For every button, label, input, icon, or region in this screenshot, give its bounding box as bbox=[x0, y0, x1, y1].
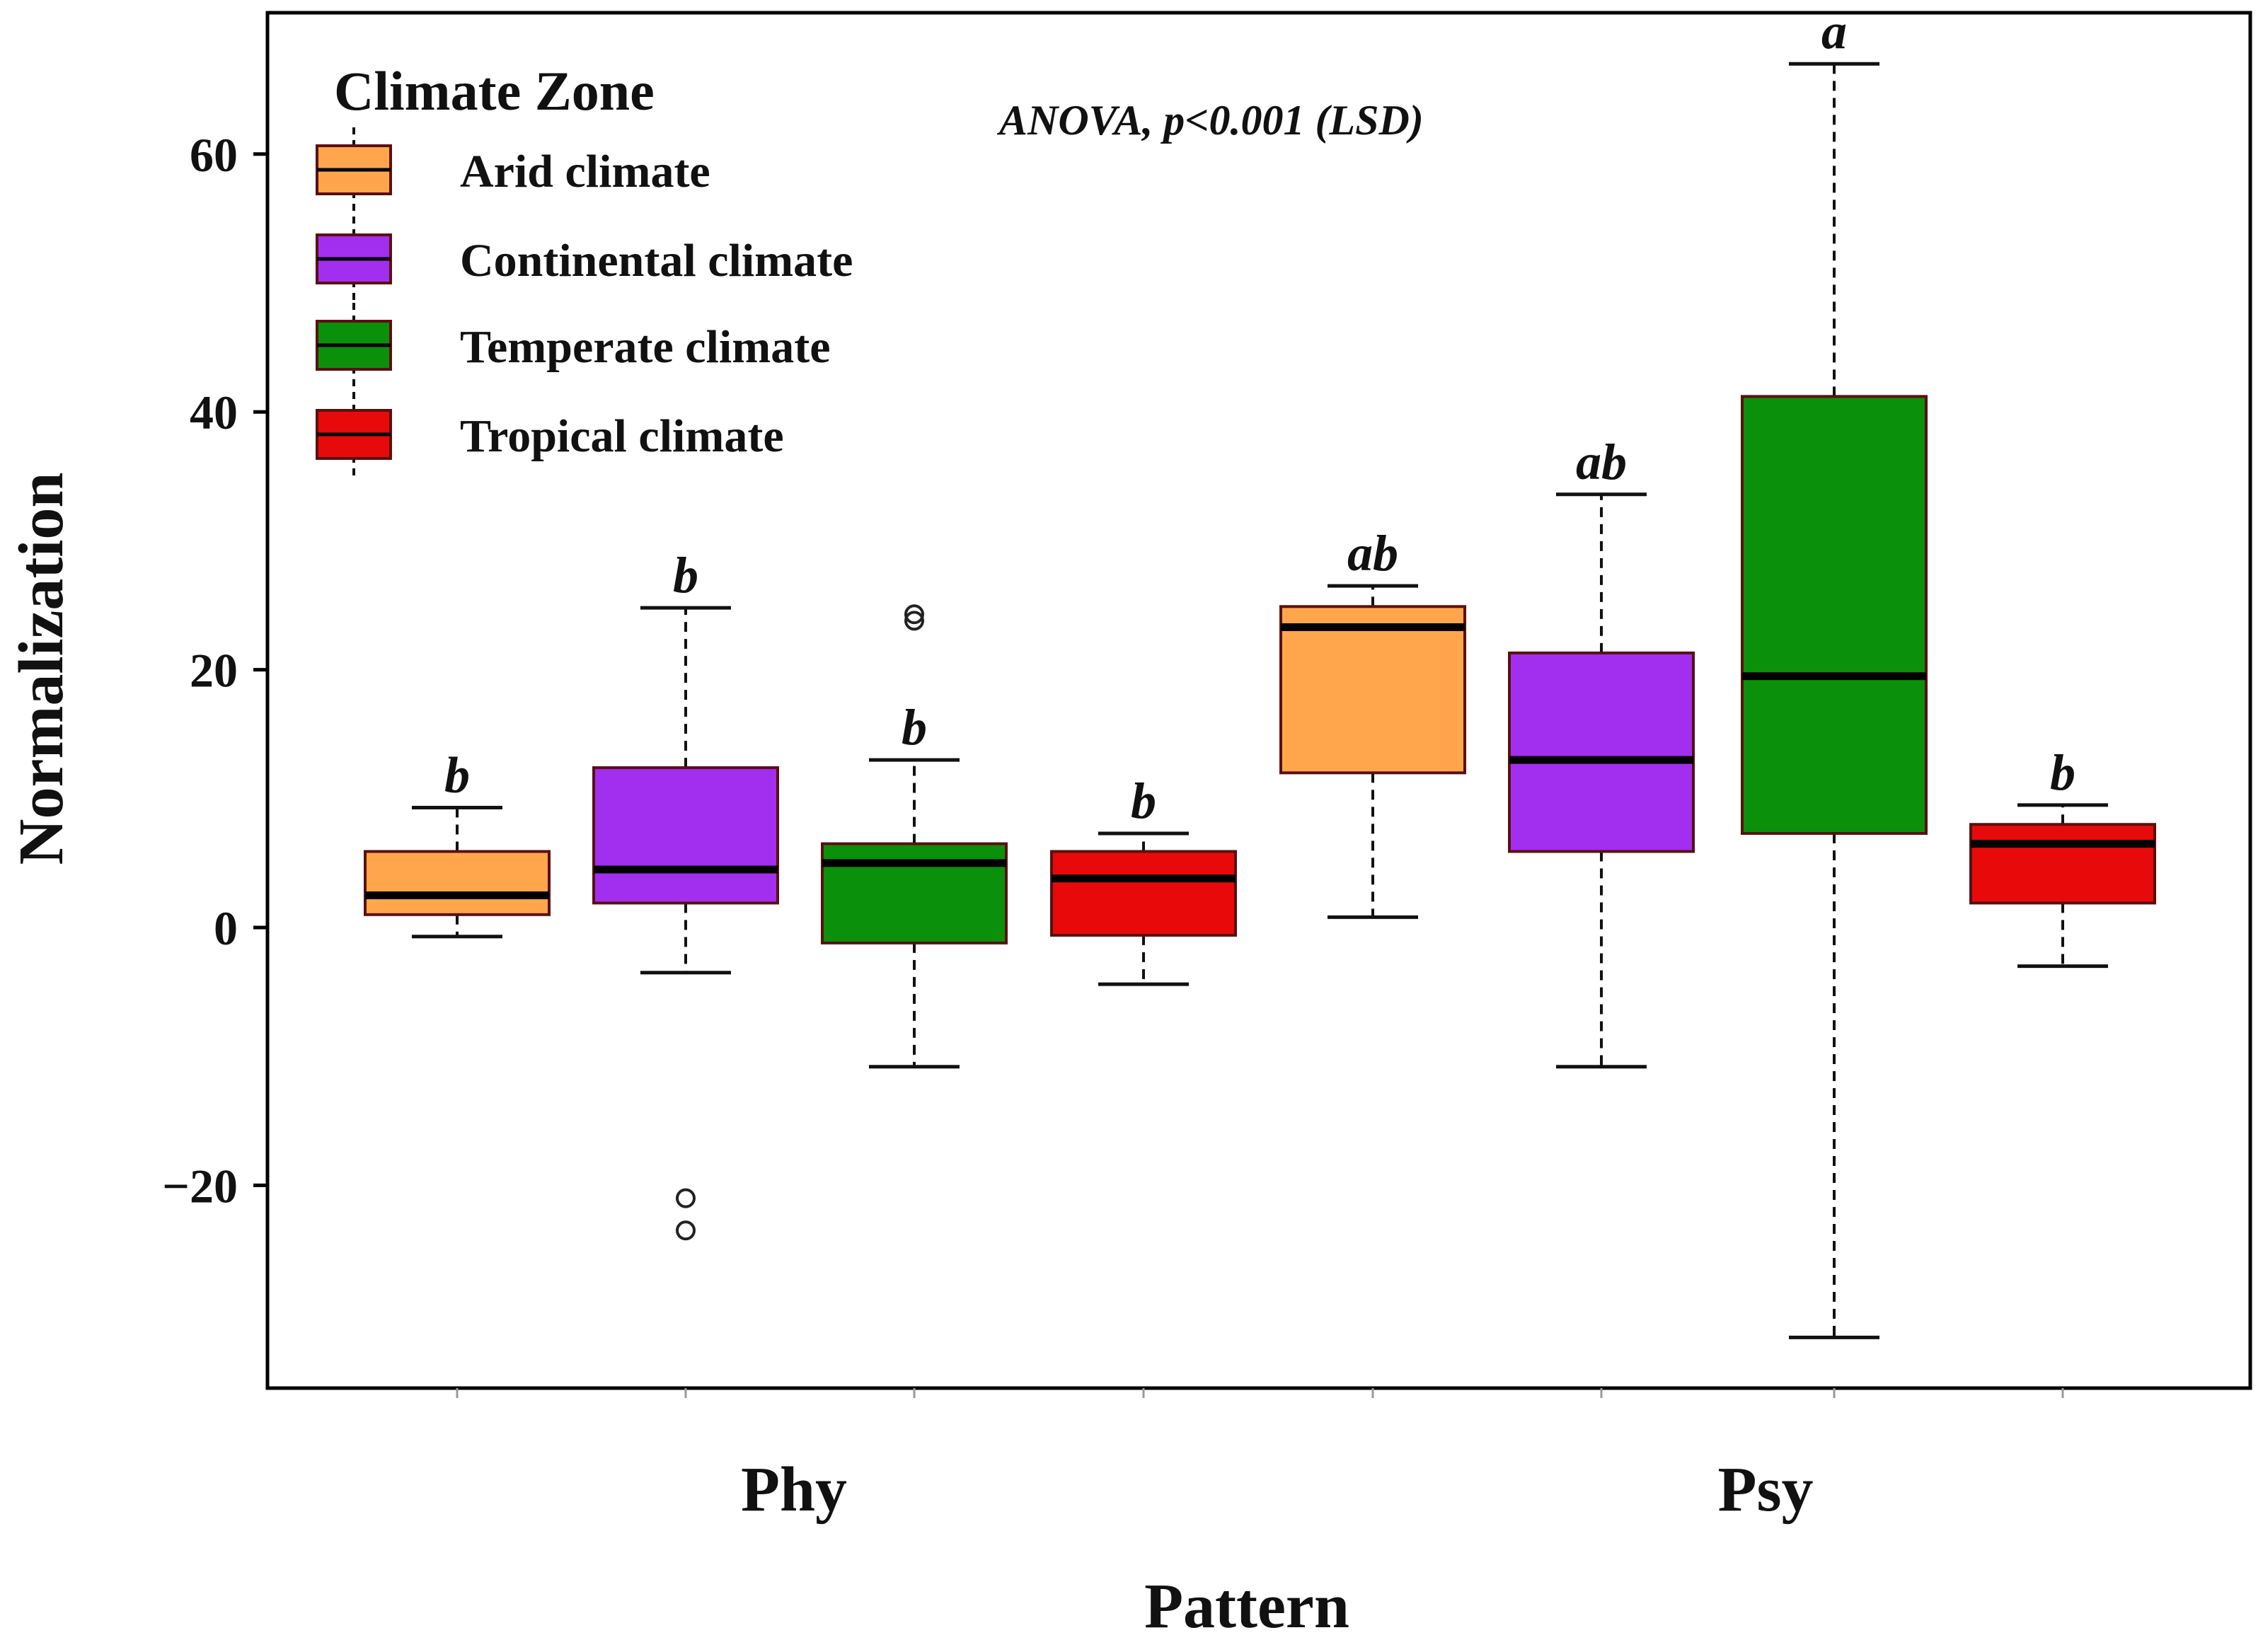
anova-annotation: ANOVA, p<0.001 (LSD) bbox=[996, 97, 1424, 144]
iqr-box bbox=[1279, 605, 1466, 775]
y-axis: −20 0 20 40 60 bbox=[162, 128, 267, 1213]
y-tick-label: 40 bbox=[190, 386, 238, 439]
iqr-box bbox=[364, 850, 551, 916]
box-arid-climate-psy: ab bbox=[1279, 525, 1466, 919]
significance-letter: a bbox=[1821, 3, 1847, 59]
legend-label: Temperate climate bbox=[460, 321, 831, 373]
box-continental-climate-psy: ab bbox=[1508, 434, 1695, 1069]
legend: Climate Zone Arid climate Continental cli… bbox=[316, 60, 853, 477]
iqr-box bbox=[1969, 823, 2156, 905]
box-temperate-climate-phy: b bbox=[821, 604, 1008, 1069]
legend-item-continental-climate: Continental climate bbox=[316, 216, 853, 301]
y-tick-label: 20 bbox=[190, 644, 238, 698]
iqr-box bbox=[1508, 651, 1695, 853]
legend-title: Climate Zone bbox=[334, 60, 655, 122]
significance-letter: b bbox=[2050, 744, 2075, 801]
outlier-point bbox=[676, 1220, 696, 1241]
legend-label: Tropical climate bbox=[460, 410, 784, 462]
iqr-box bbox=[821, 842, 1008, 945]
significance-letter: ab bbox=[1347, 525, 1398, 582]
legend-label: Continental climate bbox=[460, 235, 853, 287]
x-category-label: Phy bbox=[741, 1455, 847, 1525]
significance-letter: b bbox=[673, 547, 698, 603]
significance-letter: b bbox=[902, 699, 927, 756]
iqr-box bbox=[1050, 850, 1237, 937]
iqr-box bbox=[592, 766, 779, 905]
box-continental-climate-phy: b bbox=[592, 547, 779, 1241]
box-arid-climate-phy: b bbox=[364, 747, 551, 939]
legend-item-tropical-climate: Tropical climate bbox=[316, 392, 784, 477]
x-axis: Phy Psy bbox=[456, 1388, 2064, 1525]
y-tick-label: 60 bbox=[190, 128, 238, 182]
legend-item-arid-climate: Arid climate bbox=[316, 127, 710, 212]
significance-letter: b bbox=[444, 747, 470, 804]
box-tropical-climate-psy: b bbox=[1969, 744, 2156, 969]
y-tick-label: −20 bbox=[162, 1159, 238, 1213]
box-temperate-climate-psy: a bbox=[1741, 3, 1928, 1339]
box-tropical-climate-phy: b bbox=[1050, 773, 1237, 986]
significance-letter: ab bbox=[1576, 434, 1627, 490]
x-category-label: Psy bbox=[1718, 1455, 1814, 1525]
x-axis-label: Pattern bbox=[1144, 1571, 1349, 1641]
iqr-box bbox=[1741, 395, 1928, 835]
outlier-point bbox=[904, 611, 924, 631]
outlier-point bbox=[904, 604, 924, 625]
significance-letter: b bbox=[1131, 773, 1156, 829]
legend-item-temperate-climate: Temperate climate bbox=[316, 303, 831, 388]
outlier-point bbox=[676, 1188, 696, 1208]
y-axis-label: Normalization bbox=[6, 473, 76, 865]
y-tick-label: 0 bbox=[214, 901, 238, 955]
plot-frame bbox=[265, 11, 2252, 1390]
legend-label: Arid climate bbox=[460, 146, 710, 197]
